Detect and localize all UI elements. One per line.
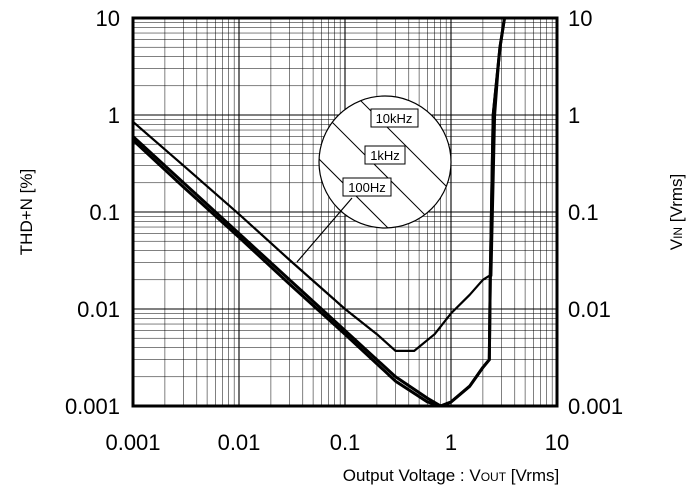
y-tick-label: 10 (96, 6, 120, 31)
series-layer (131, 17, 506, 408)
callout-divider (329, 96, 451, 221)
x-axis-label: Output Voltage : VOUT [Vrms] (343, 466, 560, 485)
x-axis-label-main: Output Voltage : V (343, 466, 482, 485)
x-axis-label-unit: [Vrms] (506, 466, 559, 485)
series-line-100hz (131, 17, 506, 408)
callout-label-1khz: 1kHz (370, 148, 400, 163)
y-tick-label: 0.01 (77, 297, 120, 322)
y2-axis-label-unit: [Vrms] (667, 174, 686, 227)
callout-leader-line (296, 197, 353, 263)
x-tick-labels: 0.001 0.01 0.1 1 10 (105, 430, 569, 455)
callout-label-box (342, 177, 392, 197)
plot-frame (131, 16, 559, 408)
x-tick-label: 0.001 (105, 430, 160, 455)
callout-label-10khz: 10kHz (376, 111, 413, 126)
y2-tick-labels: 0.001 0.01 0.1 1 10 (568, 6, 623, 419)
x-axis-label-sub: OUT (481, 470, 507, 484)
y2-tick-label: 0.01 (568, 297, 611, 322)
y-tick-label: 0.001 (65, 394, 120, 419)
x-tick-label: 0.1 (330, 430, 361, 455)
y2-axis-label-sub: IN (671, 227, 685, 239)
x-tick-label: 0.01 (218, 430, 261, 455)
series-line-10khz (132, 17, 506, 352)
y2-tick-label: 0.001 (568, 394, 623, 419)
callout-label-100hz: 100Hz (348, 180, 386, 195)
y2-tick-label: 0.1 (568, 200, 599, 225)
y-tick-label: 1 (108, 103, 120, 128)
callout-label-box (364, 145, 406, 165)
x-tick-label: 1 (445, 430, 457, 455)
callout-label-box (370, 108, 419, 128)
y2-axis-label: VIN [Vrms] (667, 174, 686, 251)
grid-layer (132, 18, 557, 407)
y2-tick-label: 1 (568, 103, 580, 128)
series-callout: 10kHz 1kHz 100Hz (296, 95, 452, 263)
y-tick-labels: 0.001 0.01 0.1 1 10 (65, 6, 120, 419)
y-tick-label: 0.1 (89, 200, 120, 225)
x-tick-label: 10 (545, 430, 569, 455)
y2-axis-label-main: V (667, 238, 686, 250)
y-axis-label: THD+N [%] (17, 169, 36, 255)
y2-tick-label: 10 (568, 6, 592, 31)
